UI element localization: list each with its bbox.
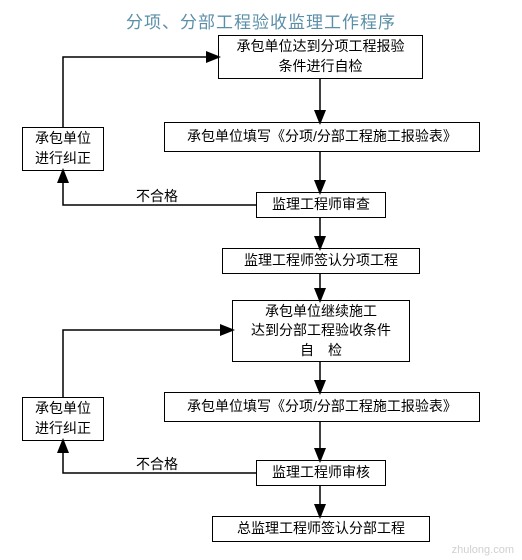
node-correction-1: 承包单位进行纠正 — [22, 127, 104, 171]
node-engineer-sign-1: 监理工程师签认分项工程 — [222, 248, 420, 274]
node-correction-2: 承包单位进行纠正 — [22, 397, 104, 441]
node-engineer-review-2: 监理工程师审核 — [256, 460, 386, 486]
node-fill-form-2: 承包单位填写《分项/分部工程施工报验表》 — [164, 392, 480, 422]
label-fail-1: 不合格 — [136, 186, 178, 206]
node-self-check-1: 承包单位达到分项工程报验条件进行自检 — [218, 35, 423, 79]
node-engineer-review-1: 监理工程师审查 — [256, 192, 386, 218]
node-fill-form-1: 承包单位填写《分项/分部工程施工报验表》 — [164, 122, 480, 152]
watermark: zhulong.com — [452, 544, 514, 556]
diagram-title: 分项、分部工程验收监理工作程序 — [0, 8, 522, 33]
node-chief-sign: 总监理工程师签认分部工程 — [212, 516, 430, 542]
label-fail-2: 不合格 — [136, 454, 178, 474]
node-continue-self-check: 承包单位继续施工达到分部工程验收条件自 检 — [232, 300, 410, 362]
